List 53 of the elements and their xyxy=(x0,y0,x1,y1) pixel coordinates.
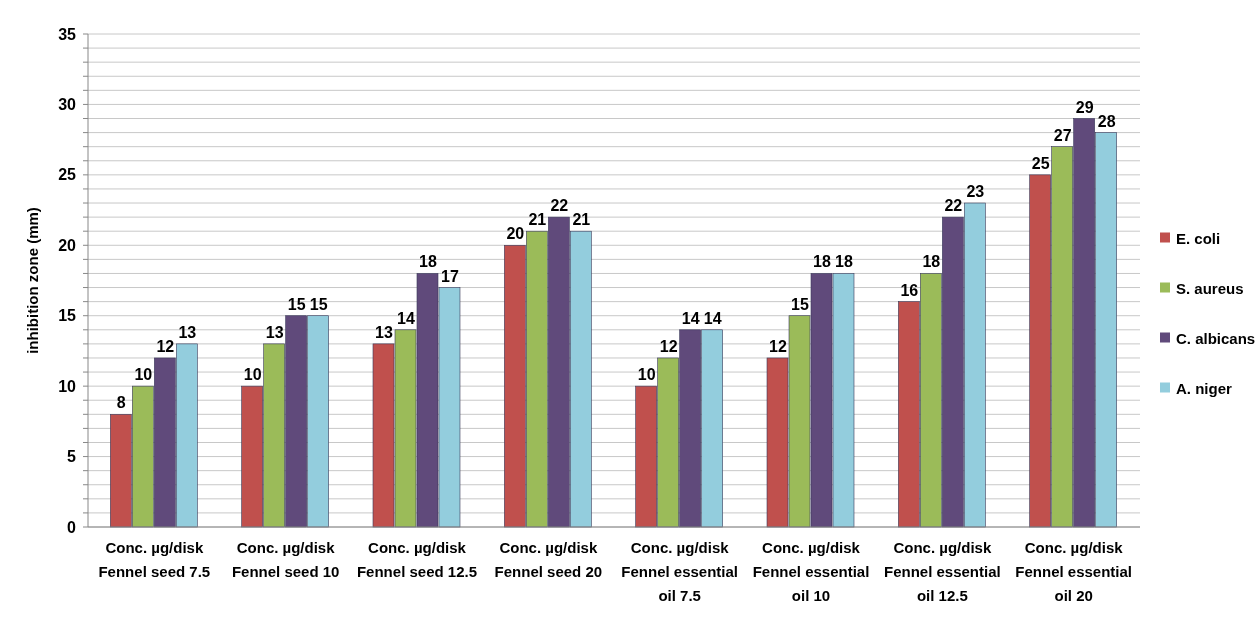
x-tick-label: Conc. µg/disk Fennel seed 12.5 xyxy=(356,539,478,580)
data-label: 10 xyxy=(243,366,262,384)
data-label: 18 xyxy=(419,253,437,271)
data-label: 15 xyxy=(287,295,306,313)
data-label: 25 xyxy=(1031,154,1050,172)
data-label: 13 xyxy=(265,323,284,341)
data-label: 23 xyxy=(966,183,985,201)
data-label: 20 xyxy=(506,225,525,243)
y-tick-label: 15 xyxy=(58,307,77,325)
x-tick-label: Conc. µg/disk Fennel essential oil 12.5 xyxy=(883,539,1001,604)
data-label: 13 xyxy=(375,323,393,341)
data-label: 18 xyxy=(835,253,853,271)
data-label: 17 xyxy=(441,267,459,285)
y-tick-label: 5 xyxy=(67,448,77,466)
x-tick-label: Conc. µg/disk Fennel seed 10 xyxy=(231,539,340,580)
data-label: 12 xyxy=(769,337,788,355)
data-label: 29 xyxy=(1075,98,1094,116)
legend-label: S. aureus xyxy=(1176,279,1244,297)
y-axis-title: inhibition zone (mm) xyxy=(24,207,41,354)
x-tick-label: Conc. µg/disk Fennel essential oil 10 xyxy=(752,539,870,604)
x-tick-label: Conc. µg/disk Fennel essential oil 20 xyxy=(1015,539,1133,604)
legend-label: C. albicans xyxy=(1176,329,1256,347)
legend-label: E. coli xyxy=(1176,229,1221,247)
x-tick-label: Conc. µg/disk Fennel seed 20 xyxy=(494,539,603,580)
data-label: 15 xyxy=(791,295,809,313)
x-tick-label: Conc. µg/disk Fennel seed 7.5 xyxy=(98,539,211,580)
data-label: 14 xyxy=(703,309,722,327)
data-label: 22 xyxy=(944,197,963,215)
y-tick-label: 10 xyxy=(58,377,77,395)
data-label: 18 xyxy=(922,253,941,271)
y-tick-label: 35 xyxy=(58,25,77,43)
x-tick-label: Conc. µg/disk Fennel essential oil 7.5 xyxy=(621,539,739,604)
data-label: 15 xyxy=(309,295,328,313)
data-label: 21 xyxy=(528,211,547,229)
data-label: 14 xyxy=(681,309,700,327)
y-tick-label: 30 xyxy=(58,96,77,114)
data-label: 10 xyxy=(637,366,656,384)
data-label: 10 xyxy=(134,366,153,384)
y-tick-label: 20 xyxy=(58,236,77,254)
data-label: 28 xyxy=(1097,112,1116,130)
data-label: 8 xyxy=(116,394,126,412)
data-label: 22 xyxy=(550,197,569,215)
y-tick-label: 25 xyxy=(58,166,77,184)
data-label: 21 xyxy=(572,211,591,229)
data-label: 12 xyxy=(659,337,678,355)
legend-label: A. niger xyxy=(1176,379,1232,397)
data-label: 18 xyxy=(813,253,831,271)
data-label: 16 xyxy=(900,281,919,299)
y-tick-label: 0 xyxy=(67,518,77,536)
data-label: 27 xyxy=(1053,126,1072,144)
data-label: 14 xyxy=(397,309,415,327)
data-label: 13 xyxy=(178,323,197,341)
data-label: 12 xyxy=(156,337,175,355)
